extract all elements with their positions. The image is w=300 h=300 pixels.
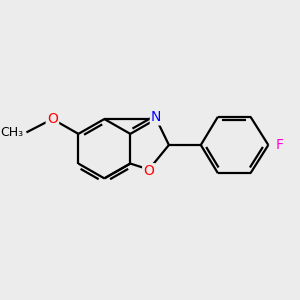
Text: F: F (276, 138, 284, 152)
Text: F: F (276, 138, 284, 152)
Text: CH₃: CH₃ (0, 126, 23, 139)
Text: O: O (143, 164, 154, 178)
Text: O: O (47, 112, 58, 126)
Text: O: O (47, 112, 58, 126)
Text: CH₃: CH₃ (0, 126, 23, 139)
Text: N: N (151, 110, 161, 124)
Text: N: N (151, 110, 161, 124)
Text: O: O (143, 164, 154, 178)
